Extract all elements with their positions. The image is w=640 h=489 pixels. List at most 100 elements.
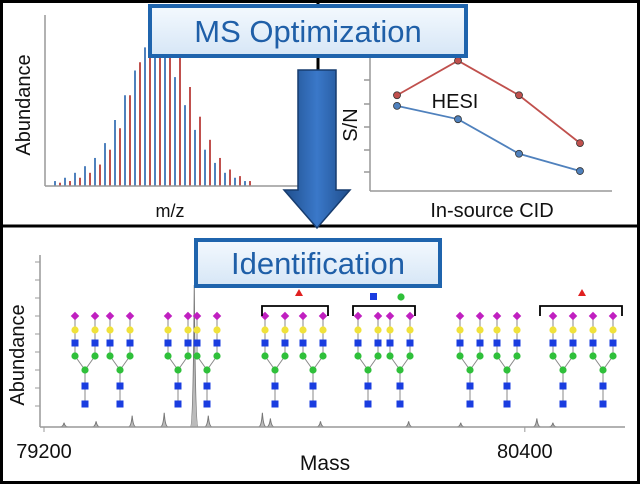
glcnac [386,339,394,347]
glcnac [203,400,211,408]
axis-label: Abundance [7,304,29,405]
glycan-icon [260,311,290,408]
plot-layer: 79200 80400 [16,21,623,463]
glcnac [396,400,404,408]
series-point [576,167,584,175]
mannose [386,352,394,360]
glcnac [174,382,182,390]
glcnac [609,339,617,347]
galactose [164,326,172,334]
mannose [569,352,577,360]
mannose [513,352,521,360]
glcnac [281,339,289,347]
glcnac [309,400,317,408]
sialic-acid [568,311,578,321]
sialic-acid [318,311,328,321]
glcnac [599,382,607,390]
mass-peak [204,415,213,428]
mannose [71,352,79,360]
mannose [364,366,372,374]
glcnac [503,400,511,408]
series-line [396,59,581,144]
glcnac [271,382,279,390]
glcnac [559,382,567,390]
sialic-acid [90,311,100,321]
axis-ticks [364,79,370,173]
mannose [81,366,89,374]
mannose [456,352,464,360]
glcnac [456,339,464,347]
glcnac [493,339,501,347]
glycan-icon [385,311,415,408]
glcnac [81,382,89,390]
glycan-icon [548,311,578,408]
glcnac [213,339,221,347]
galactose [319,326,327,334]
glcnac [271,400,279,408]
bracket [352,305,416,316]
galactose [106,326,114,334]
mannose [281,352,289,360]
galactose [354,326,362,334]
sialic-acid [163,311,173,321]
glycan-icon [455,311,485,408]
mannose [116,366,124,374]
glcnac [549,339,557,347]
mannose [299,352,307,360]
mannose [609,352,617,360]
glycan-icon [70,311,100,408]
mannose [374,352,382,360]
glcnac [174,400,182,408]
mannose [559,366,567,374]
mannose [397,293,405,301]
glcnac [513,339,521,347]
mass-peak [160,412,169,428]
sialic-acid [125,311,135,321]
mannose [126,352,134,360]
glcnac [466,400,474,408]
sialic-acid [385,311,395,321]
glycan-icon [298,311,328,408]
glcnac [319,339,327,347]
glcnac [203,382,211,390]
mannose [309,366,317,374]
galactose [281,326,289,334]
glcnac [184,339,192,347]
sialic-acid [70,311,80,321]
mannose [354,352,362,360]
glcnac [71,339,79,347]
sialic-acid [455,311,465,321]
sialic-acid [548,311,558,321]
galactose [406,326,414,334]
glcnac [164,339,172,347]
galactose [513,326,521,334]
series-point [454,115,462,124]
galactose [71,326,79,334]
glcnac [116,382,124,390]
sialic-acid [212,311,222,321]
title-box [194,238,442,288]
galactose [374,326,382,334]
mass-peak [266,418,275,428]
sialic-acid [353,311,363,321]
galactose [569,326,577,334]
mannose [549,352,557,360]
galactose [549,326,557,334]
mannose [164,352,172,360]
annotation: HESI [432,91,479,113]
galactose [126,326,134,334]
mannose [106,352,114,360]
glcnac [309,382,317,390]
galactose [299,326,307,334]
sialic-acid [373,311,383,321]
sialic-acid [280,311,290,321]
x-tick-label: 80400 [497,441,553,463]
sialic-acid [475,311,485,321]
title-box [148,4,468,58]
galactose [476,326,484,334]
glcnac [91,339,99,347]
glcnac [126,339,134,347]
glcnac [599,400,607,408]
glcnac [503,382,511,390]
